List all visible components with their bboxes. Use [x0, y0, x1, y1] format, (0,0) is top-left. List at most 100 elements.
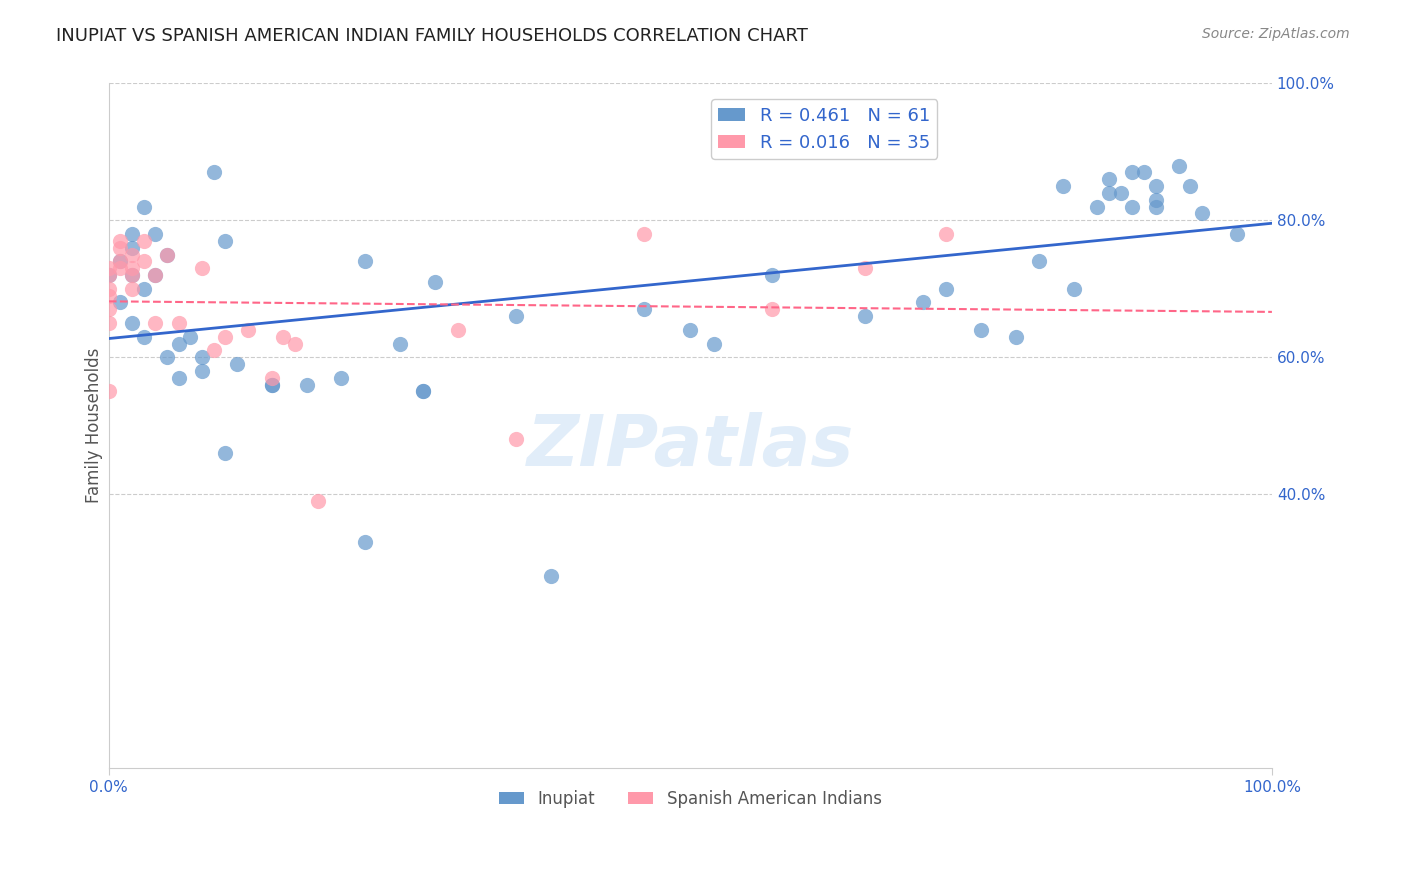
Point [1109, 186, 1132, 200]
Point [156, 247, 179, 261]
Point [238, 323, 260, 337]
Point [703, 336, 725, 351]
Point [121, 268, 143, 282]
Point [1144, 200, 1167, 214]
Point [179, 329, 201, 343]
Point [97, 288, 120, 302]
Point [121, 268, 143, 282]
Point [145, 227, 167, 241]
Point [1191, 206, 1213, 220]
Text: ZIPatlas: ZIPatlas [527, 412, 853, 481]
Point [191, 364, 214, 378]
Point [412, 384, 434, 399]
Point [110, 254, 132, 268]
Point [1087, 200, 1109, 214]
Point [853, 261, 876, 276]
Point [295, 377, 318, 392]
Point [145, 268, 167, 282]
Point [353, 254, 375, 268]
Point [284, 336, 307, 351]
Point [970, 323, 993, 337]
Point [1180, 179, 1202, 194]
Point [679, 323, 702, 337]
Point [167, 316, 190, 330]
Point [156, 247, 179, 261]
Point [1121, 165, 1143, 179]
Point [853, 309, 876, 323]
Point [97, 261, 120, 276]
Point [121, 247, 143, 261]
Point [423, 275, 446, 289]
Point [353, 535, 375, 549]
Point [110, 261, 132, 276]
Point [145, 316, 167, 330]
Point [214, 234, 236, 248]
Point [132, 200, 155, 214]
Point [97, 316, 120, 330]
Point [121, 241, 143, 255]
Point [121, 282, 143, 296]
Point [121, 316, 143, 330]
Point [97, 302, 120, 317]
Point [167, 336, 190, 351]
Y-axis label: Family Households: Family Households [86, 348, 103, 503]
Point [273, 329, 295, 343]
Point [633, 302, 655, 317]
Text: INUPIAT VS SPANISH AMERICAN INDIAN FAMILY HOUSEHOLDS CORRELATION CHART: INUPIAT VS SPANISH AMERICAN INDIAN FAMIL… [56, 27, 808, 45]
Point [1144, 179, 1167, 194]
Point [1226, 227, 1249, 241]
Point [121, 227, 143, 241]
Point [911, 295, 934, 310]
Point [260, 371, 283, 385]
Point [1063, 282, 1085, 296]
Point [110, 241, 132, 255]
Point [1098, 172, 1121, 186]
Point [1098, 186, 1121, 200]
Point [214, 446, 236, 460]
Text: Source: ZipAtlas.com: Source: ZipAtlas.com [1202, 27, 1350, 41]
Point [110, 234, 132, 248]
Point [935, 282, 957, 296]
Point [145, 268, 167, 282]
Point [202, 165, 225, 179]
Point [1144, 193, 1167, 207]
Point [121, 261, 143, 276]
Point [935, 227, 957, 241]
Point [97, 384, 120, 399]
Point [97, 282, 120, 296]
Point [202, 343, 225, 358]
Point [214, 329, 236, 343]
Point [447, 323, 470, 337]
Point [505, 433, 527, 447]
Point [191, 350, 214, 364]
Point [505, 309, 527, 323]
Point [260, 377, 283, 392]
Point [260, 377, 283, 392]
Point [388, 336, 411, 351]
Point [97, 268, 120, 282]
Point [1005, 329, 1028, 343]
Point [761, 302, 783, 317]
Point [761, 268, 783, 282]
Point [167, 371, 190, 385]
Point [1167, 159, 1189, 173]
Point [307, 494, 329, 508]
Point [225, 357, 247, 371]
Point [132, 254, 155, 268]
Point [1133, 165, 1156, 179]
Point [97, 268, 120, 282]
Point [132, 329, 155, 343]
Point [156, 350, 179, 364]
Point [540, 569, 562, 583]
Point [1052, 179, 1074, 194]
Point [1028, 254, 1050, 268]
Point [633, 227, 655, 241]
Legend: Inupiat, Spanish American Indians: Inupiat, Spanish American Indians [492, 783, 889, 814]
Point [110, 295, 132, 310]
Point [191, 261, 214, 276]
Point [132, 234, 155, 248]
Point [330, 371, 353, 385]
Point [412, 384, 434, 399]
Point [1121, 200, 1143, 214]
Point [110, 254, 132, 268]
